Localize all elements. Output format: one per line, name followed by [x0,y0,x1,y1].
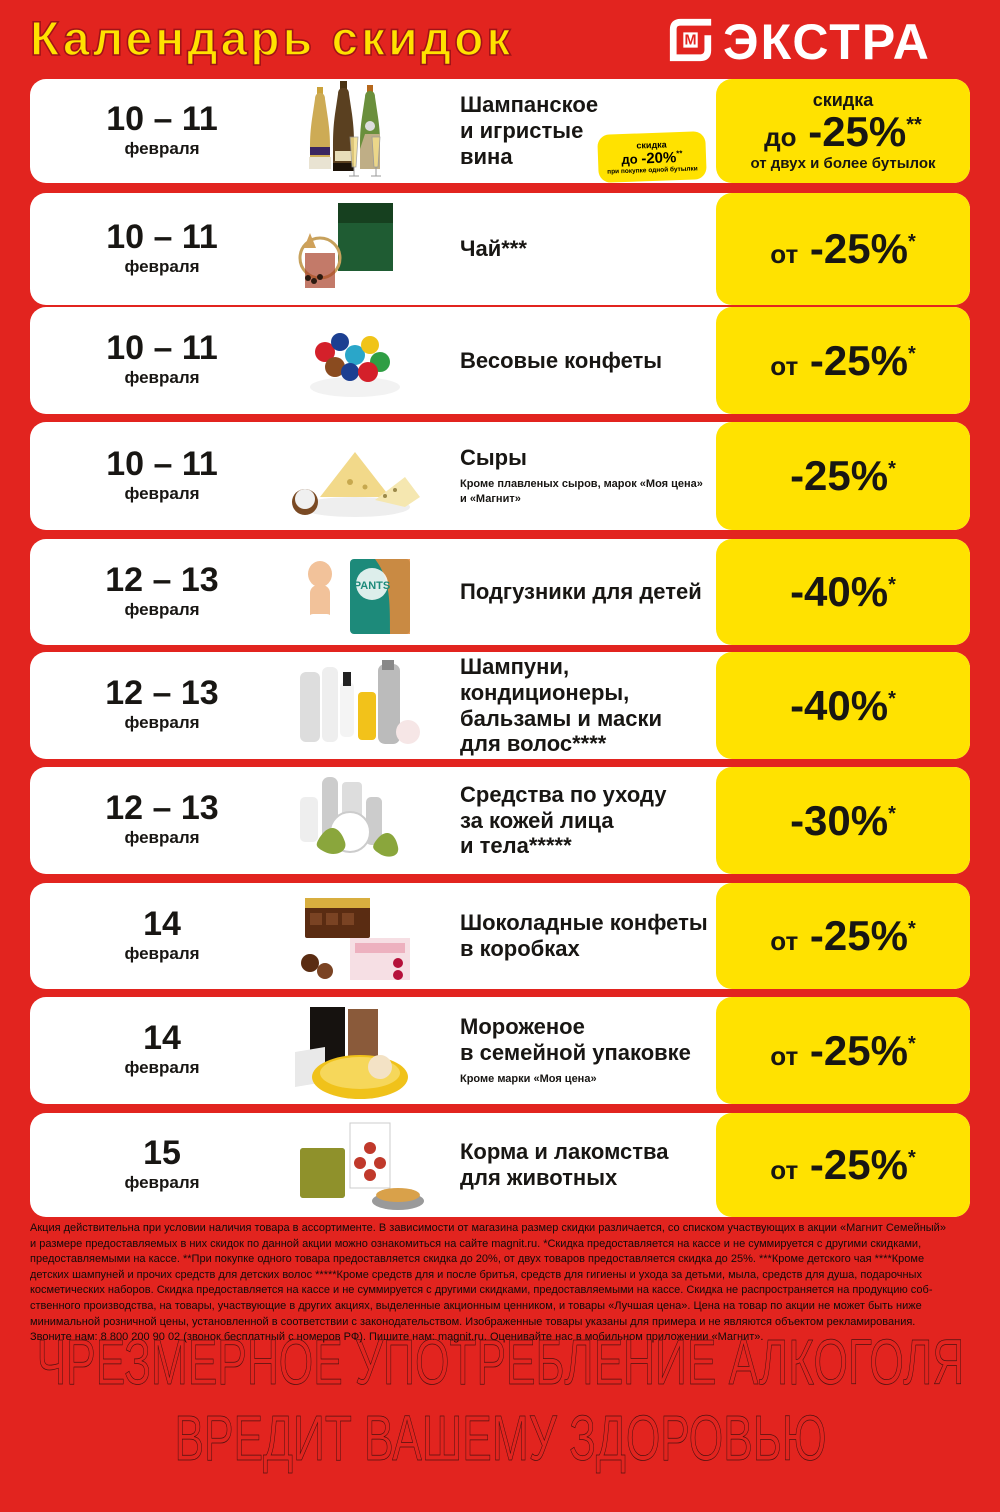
svg-text:M: M [685,32,697,48]
svg-text:PANTS: PANTS [354,580,390,592]
